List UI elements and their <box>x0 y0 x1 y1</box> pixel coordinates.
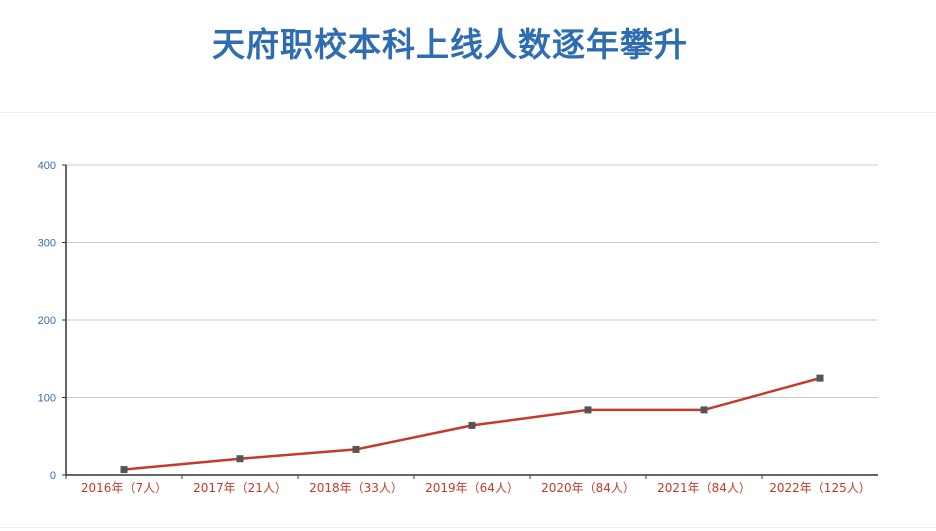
x-tick-label: 2022年（125人） <box>769 481 870 495</box>
x-tick-label: 2016年（7人） <box>81 481 167 495</box>
x-tick-label: 2017年（21人） <box>193 481 287 495</box>
y-tick-label: 400 <box>38 160 56 172</box>
data-point <box>236 455 244 463</box>
y-tick-label: 100 <box>38 393 56 405</box>
bottom-divider <box>0 527 936 528</box>
y-tick-label: 200 <box>38 315 56 327</box>
x-tick-label: 2018年（33人） <box>309 481 403 495</box>
data-point <box>700 406 708 414</box>
data-point <box>468 421 476 429</box>
chart-title: 天府职校本科上线人数逐年攀升 <box>212 25 688 64</box>
data-point <box>816 374 824 382</box>
y-tick-label: 300 <box>38 238 56 250</box>
x-tick-label: 2021年（84人） <box>657 481 751 495</box>
y-tick-label: 0 <box>50 470 56 482</box>
data-point <box>120 466 128 474</box>
data-point <box>352 445 360 453</box>
x-tick-label: 2019年（64人） <box>425 481 519 495</box>
top-divider <box>0 112 936 113</box>
data-point <box>584 406 592 414</box>
x-tick-label: 2020年（84人） <box>541 481 635 495</box>
